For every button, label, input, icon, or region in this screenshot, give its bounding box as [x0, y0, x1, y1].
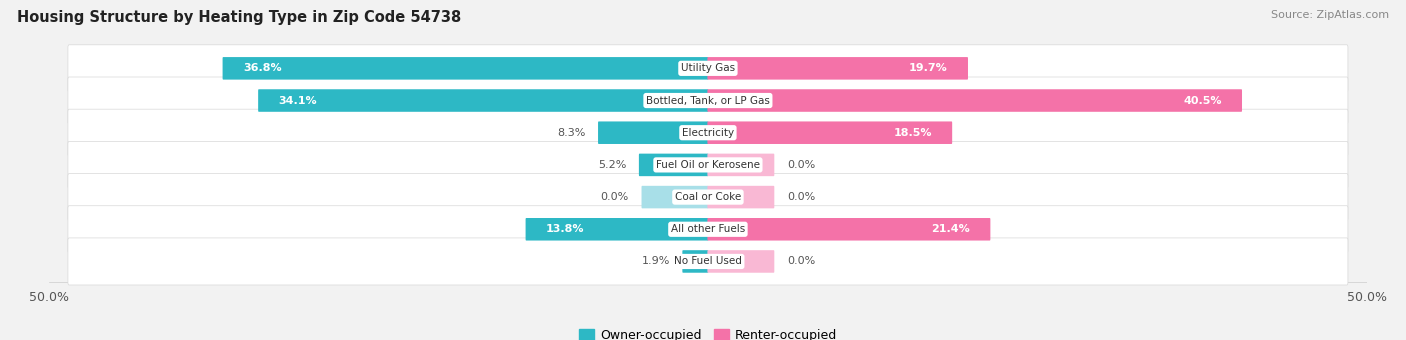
Text: No Fuel Used: No Fuel Used — [673, 256, 742, 267]
FancyBboxPatch shape — [707, 89, 1241, 112]
Text: 40.5%: 40.5% — [1184, 96, 1222, 105]
FancyBboxPatch shape — [67, 77, 1348, 124]
Text: Housing Structure by Heating Type in Zip Code 54738: Housing Structure by Heating Type in Zip… — [17, 10, 461, 25]
FancyBboxPatch shape — [67, 173, 1348, 221]
Text: 1.9%: 1.9% — [641, 256, 669, 267]
Text: 36.8%: 36.8% — [243, 63, 281, 73]
Text: 13.8%: 13.8% — [546, 224, 585, 234]
FancyBboxPatch shape — [222, 57, 709, 80]
Text: 5.2%: 5.2% — [598, 160, 626, 170]
FancyBboxPatch shape — [638, 154, 709, 176]
Text: Utility Gas: Utility Gas — [681, 63, 735, 73]
FancyBboxPatch shape — [67, 141, 1348, 188]
FancyBboxPatch shape — [67, 45, 1348, 92]
FancyBboxPatch shape — [707, 218, 990, 240]
FancyBboxPatch shape — [67, 206, 1348, 253]
Text: 0.0%: 0.0% — [600, 192, 628, 202]
Text: 8.3%: 8.3% — [557, 128, 585, 138]
Text: 19.7%: 19.7% — [908, 63, 948, 73]
FancyBboxPatch shape — [707, 121, 952, 144]
FancyBboxPatch shape — [598, 121, 709, 144]
Text: Source: ZipAtlas.com: Source: ZipAtlas.com — [1271, 10, 1389, 20]
FancyBboxPatch shape — [707, 154, 775, 176]
FancyBboxPatch shape — [67, 109, 1348, 156]
Text: 18.5%: 18.5% — [893, 128, 932, 138]
Text: Bottled, Tank, or LP Gas: Bottled, Tank, or LP Gas — [645, 96, 770, 105]
Text: 34.1%: 34.1% — [278, 96, 318, 105]
Text: 21.4%: 21.4% — [931, 224, 970, 234]
Text: Fuel Oil or Kerosene: Fuel Oil or Kerosene — [657, 160, 759, 170]
FancyBboxPatch shape — [526, 218, 709, 240]
Text: 0.0%: 0.0% — [787, 160, 815, 170]
Text: Electricity: Electricity — [682, 128, 734, 138]
Text: 0.0%: 0.0% — [787, 256, 815, 267]
FancyBboxPatch shape — [707, 57, 967, 80]
Text: Coal or Coke: Coal or Coke — [675, 192, 741, 202]
FancyBboxPatch shape — [67, 238, 1348, 285]
FancyBboxPatch shape — [682, 250, 709, 273]
Text: 0.0%: 0.0% — [787, 192, 815, 202]
FancyBboxPatch shape — [641, 186, 709, 208]
Text: All other Fuels: All other Fuels — [671, 224, 745, 234]
FancyBboxPatch shape — [707, 186, 775, 208]
FancyBboxPatch shape — [707, 250, 775, 273]
Legend: Owner-occupied, Renter-occupied: Owner-occupied, Renter-occupied — [574, 324, 842, 340]
FancyBboxPatch shape — [259, 89, 709, 112]
